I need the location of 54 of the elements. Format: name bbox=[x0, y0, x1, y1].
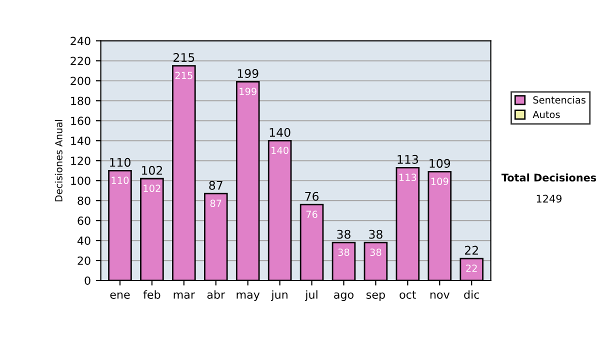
y-tick-label: 240 bbox=[70, 36, 90, 46]
data-label: 110 bbox=[112, 176, 129, 184]
y-tick-label: 0 bbox=[84, 276, 90, 285]
total-label: 140 bbox=[270, 128, 290, 137]
x-tick-label: sep bbox=[366, 292, 385, 301]
legend-label: Sentencias bbox=[533, 96, 586, 104]
y-tick-label: 40 bbox=[77, 236, 90, 245]
total-label: 38 bbox=[369, 230, 382, 239]
data-label: 140 bbox=[272, 146, 288, 154]
total-label: 110 bbox=[110, 158, 130, 167]
x-tick-label: mar bbox=[174, 292, 196, 299]
total-label: 113 bbox=[398, 154, 418, 164]
legend-label: Autos bbox=[532, 110, 560, 118]
x-tick-label: may bbox=[236, 292, 260, 301]
y-tick-label: 140 bbox=[71, 136, 90, 146]
x-tick-label: feb bbox=[143, 290, 160, 299]
y-tick-label: 60 bbox=[78, 216, 90, 225]
data-label: 76 bbox=[306, 210, 318, 218]
x-tick-label: abr bbox=[207, 290, 226, 299]
x-tick-label: jul bbox=[304, 290, 318, 301]
y-tick-label: 80 bbox=[78, 196, 90, 205]
y-tick-label: 160 bbox=[71, 116, 90, 126]
data-label: 22 bbox=[466, 264, 477, 272]
x-tick-label: ago bbox=[334, 292, 354, 301]
x-tick-label: nov bbox=[430, 292, 450, 299]
data-label: 38 bbox=[370, 248, 382, 256]
text: 1249 bbox=[536, 194, 562, 203]
x-tick-label: dic bbox=[464, 290, 480, 299]
total-label: 102 bbox=[142, 166, 162, 175]
text: Total Decisiones bbox=[501, 173, 596, 182]
y-tick-label: 200 bbox=[70, 76, 90, 86]
data-label: 113 bbox=[399, 174, 416, 182]
data-label: 87 bbox=[210, 200, 222, 208]
data-label: 109 bbox=[431, 178, 448, 186]
y-axis-title: Decisiones Anual bbox=[54, 120, 62, 202]
x-tick-label: ene bbox=[110, 292, 130, 299]
data-label: 102 bbox=[144, 184, 160, 192]
data-label: 38 bbox=[338, 248, 350, 256]
data-label: 215 bbox=[175, 72, 192, 80]
total-label: 76 bbox=[305, 192, 319, 201]
y-tick-label: 100 bbox=[71, 176, 90, 186]
total-label: 38 bbox=[337, 230, 350, 239]
y-tick-label: 20 bbox=[78, 256, 90, 265]
y-tick-label: 120 bbox=[71, 156, 90, 166]
total-label: 199 bbox=[238, 69, 258, 78]
y-tick-label: 180 bbox=[71, 96, 90, 106]
total-label: 22 bbox=[464, 246, 478, 255]
total-label: 215 bbox=[174, 53, 194, 62]
total-label: 109 bbox=[430, 158, 450, 168]
data-label: 199 bbox=[240, 88, 256, 96]
y-tick-label: 220 bbox=[70, 56, 90, 66]
total-label: 87 bbox=[209, 180, 222, 190]
x-tick-label: oct bbox=[400, 290, 416, 299]
x-tick-label: jun bbox=[271, 290, 288, 301]
